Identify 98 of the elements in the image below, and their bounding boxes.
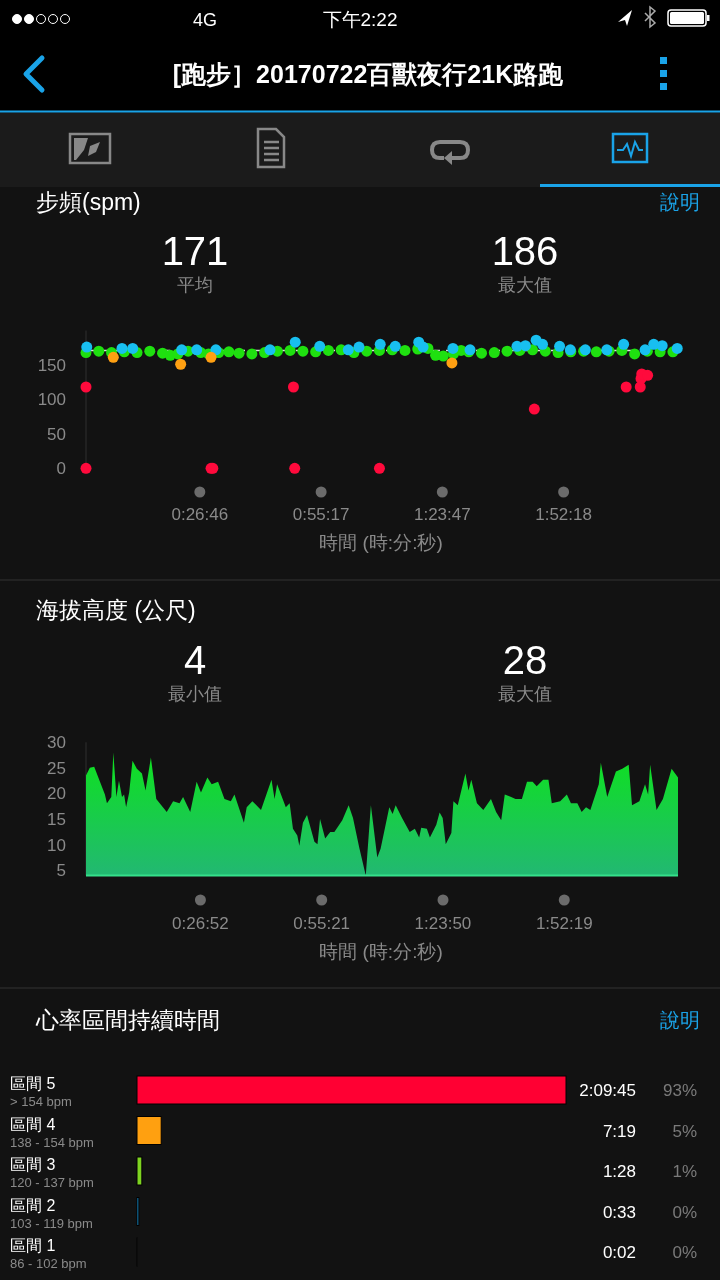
y-tick-label: 區間 4 138 - 154 bpm [10,1115,94,1150]
text: 4 [183,638,207,682]
point [289,462,301,474]
data-label: 7:19 [602,1121,636,1141]
point [446,357,458,369]
text: 最小值 [168,684,222,704]
point [264,344,276,356]
text: 4G [193,10,218,30]
point [374,338,386,350]
text: 1% [672,1162,697,1181]
y-tick-label: 100 [37,390,66,410]
y-tick-label: 區間 2 103 - 119 bpm [10,1196,93,1231]
text: 0% [672,1243,697,1262]
text: 93% [662,1081,697,1100]
point [191,344,203,356]
bar [136,1075,567,1105]
data-label: 2:09:45 [579,1081,636,1100]
point [537,338,548,350]
y-tick-label: 10 [47,835,66,855]
point [233,347,245,359]
point [373,462,385,474]
point [175,358,187,370]
point [80,381,92,393]
point [342,344,354,356]
x-tick-label: 1:23:50 [414,914,472,933]
text: 平均 [177,275,213,295]
point [488,347,500,359]
point [284,344,296,356]
point [389,340,401,352]
y-tick-label: 0 [56,459,66,479]
point [671,342,683,354]
point [223,346,235,358]
point [116,342,128,354]
y-tick-label: 30 [47,733,66,753]
data-label: 0:02 [602,1243,636,1262]
text: 186 [491,229,559,273]
point [399,344,411,356]
point [656,340,668,352]
text: 下午2:22 [322,9,398,30]
point [287,381,299,393]
point [80,462,92,474]
point [501,345,513,357]
point [620,381,632,393]
x-tick-label: 0:55:17 [292,505,350,524]
data-label: 0:33 [602,1202,636,1222]
bar [136,1156,143,1186]
y-tick-label: 25 [47,758,66,778]
y-tick-label: 150 [37,355,66,375]
x-tick-label: 0:55:21 [293,914,351,933]
text: 說明 [660,191,700,213]
text: [跑步］20170722百獸夜行21K路跑 [172,60,565,88]
point [289,336,301,348]
x-tick-label: 1:52:18 [535,505,592,524]
point [297,345,309,357]
y-tick-label: 50 [47,424,66,444]
text: 171 [161,229,229,273]
point [554,340,566,352]
x-tick-label: 0:26:52 [172,914,229,933]
chart-title: 步頻(spm) [36,189,141,215]
text: 說明 [660,1009,700,1031]
point [322,344,334,356]
y-tick-label: 15 [47,810,66,830]
point [107,351,119,363]
point [127,342,139,354]
x-tick-label: 1:23:47 [413,505,471,524]
point [417,341,429,353]
y-tick-label: 20 [47,784,66,804]
point [353,341,365,353]
x-axis-title: 時間 (時:分:秒) [319,941,443,962]
text: 最大值 [498,684,552,704]
text: 0% [672,1202,697,1222]
chart-title: 心率區間持續時間 [35,1007,220,1033]
y-tick-label: 區間 5 > 154 bpm [10,1075,72,1109]
point [314,340,326,352]
bar [136,1116,162,1145]
y-tick-label: 區間 3 120 - 137 bpm [10,1156,94,1190]
point [176,344,188,356]
x-tick-label: 0:26:46 [171,505,229,524]
point [93,345,105,357]
point [590,346,602,358]
x-tick-label: 1:52:19 [535,914,593,933]
point [447,342,459,354]
y-tick-label: 5 [56,861,66,881]
point [476,347,488,359]
point [81,341,93,353]
text: 28 [502,638,548,682]
point [519,340,531,352]
point [528,403,540,415]
point [246,348,258,360]
point [629,348,641,360]
text: 最大值 [498,275,552,295]
chart-title: 海拔高度 (公尺) [36,597,196,623]
x-axis-title: 時間 (時:分:秒) [319,532,443,553]
point [144,345,156,357]
text: 5% [672,1121,697,1141]
y-tick-label: 區間 1 86 - 102 bpm [10,1237,87,1271]
point [618,338,630,350]
data-label: 1:28 [602,1162,636,1181]
